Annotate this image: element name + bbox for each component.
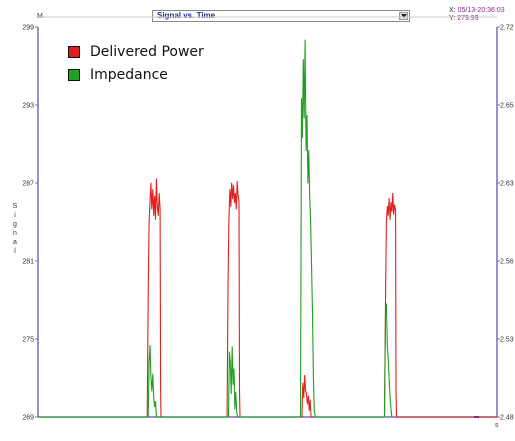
y-tick-label-right: 2.63 [500,181,514,188]
y-tick-label-right: 2.56 [500,259,514,266]
y-tick-label-left: 269 [22,415,34,422]
legend-swatch-delivered-power [68,46,80,58]
y-tick-label-right: 2.48 [500,415,514,422]
cursor-readout: X: 05/13-20:36:03 Y: 279.99 [449,7,505,23]
legend-swatch-impedance [68,69,80,81]
cursor-y-value: 279.99 [457,15,479,22]
legend-label-impedance: Impedance [90,67,168,83]
cursor-y-label: Y: [449,15,456,22]
cursor-x-value: 05/13-20:36:03 [457,7,505,14]
chevron-down-icon[interactable] [399,12,408,20]
cursor-x-label: X: [449,7,456,14]
y-tick-label-left: 281 [22,259,34,266]
y-tick-label-left: 293 [22,103,34,110]
dropdown-selected-value: Signal vs. Time [157,11,216,20]
y-tick-label-left: 299 [22,25,34,32]
chart-type-dropdown[interactable]: Signal vs. Time [152,10,410,22]
series-line-impedance [38,39,393,418]
x-axis-end-label: s [495,422,499,429]
y-tick-label-right: 2.65 [500,103,514,110]
series-line-delivered-power [38,178,497,418]
y-tick-label-right: 2.72 [500,25,514,32]
y-tick-label-left: 287 [22,181,34,188]
legend-label-delivered-power: Delivered Power [90,44,204,60]
y-axis-label: S i g n a l [12,203,18,255]
y-tick-label-left: 275 [22,337,34,344]
y-tick-label-right: 2.53 [500,337,514,344]
